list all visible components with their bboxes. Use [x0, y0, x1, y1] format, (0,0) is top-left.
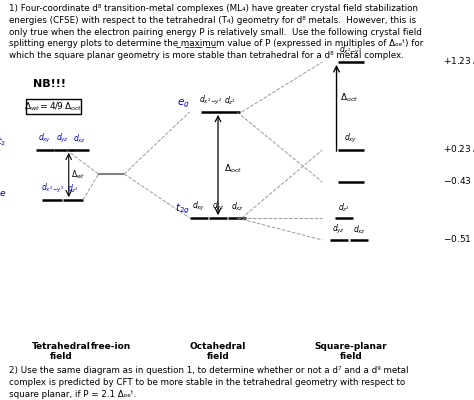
Text: $d_{xz}$: $d_{xz}$	[73, 133, 86, 145]
Text: $\Delta_{wt}=4/9\,\Delta_{oct}$: $\Delta_{wt}=4/9\,\Delta_{oct}$	[24, 100, 82, 113]
Text: $t_2$: $t_2$	[0, 136, 6, 148]
Text: $e_g$: $e_g$	[177, 98, 190, 110]
Text: $d_{xz}$: $d_{xz}$	[230, 201, 244, 213]
Text: $d_{xy}$: $d_{xy}$	[344, 132, 357, 145]
Text: $\Delta_{oct}$: $\Delta_{oct}$	[224, 163, 242, 175]
Text: NB!!!: NB!!!	[33, 79, 66, 89]
Text: $d_{x^2\!-\!y^2}$: $d_{x^2\!-\!y^2}$	[339, 44, 362, 57]
Text: $d_{x^2\!-\!y^2}$: $d_{x^2\!-\!y^2}$	[200, 94, 222, 107]
Text: $\Delta_{wt}$: $\Delta_{wt}$	[71, 169, 85, 181]
Text: $t_{2g}$: $t_{2g}$	[174, 202, 190, 216]
Text: $d_{yz}$: $d_{yz}$	[56, 132, 69, 145]
Text: −0.43 Δ$_{oct}$: −0.43 Δ$_{oct}$	[443, 176, 474, 188]
Text: $\Delta_{oct}$: $\Delta_{oct}$	[340, 92, 359, 104]
Text: +0.23 Δ$_{oct}$: +0.23 Δ$_{oct}$	[443, 144, 474, 156]
Text: $e$: $e$	[0, 189, 6, 198]
Text: 1) Four-coordinate d⁸ transition-metal complexes (ML₄) have greater crystal fiel: 1) Four-coordinate d⁸ transition-metal c…	[9, 4, 424, 60]
Text: Tetrahedral
field: Tetrahedral field	[32, 342, 91, 362]
Text: $d_{yz}$: $d_{yz}$	[332, 223, 346, 236]
Text: free-ion: free-ion	[91, 342, 131, 351]
Text: $d_{z^2}$: $d_{z^2}$	[67, 183, 79, 195]
Text: $d_{yz}$: $d_{yz}$	[211, 200, 225, 213]
Text: 2) Use the same diagram as in question 1, to determine whether or not a d⁷ and a: 2) Use the same diagram as in question 1…	[9, 366, 409, 398]
FancyBboxPatch shape	[26, 99, 81, 114]
Text: $d_{z^2}$: $d_{z^2}$	[337, 202, 350, 214]
Text: $d_{z^2}$: $d_{z^2}$	[224, 95, 236, 107]
Text: $d_{x^2\!-\!y^2}$: $d_{x^2\!-\!y^2}$	[41, 182, 64, 195]
Text: Square-planar
field: Square-planar field	[314, 342, 387, 362]
Text: +1.23 Δ$_{oct}$: +1.23 Δ$_{oct}$	[443, 56, 474, 68]
Text: $d_{xz}$: $d_{xz}$	[353, 224, 366, 236]
Text: Octahedral
field: Octahedral field	[190, 342, 246, 362]
Text: $d_{xy}$: $d_{xy}$	[38, 132, 52, 145]
Text: $d_{xy}$: $d_{xy}$	[192, 200, 206, 213]
Text: −0.51 Δ$_{oct}$: −0.51 Δ$_{oct}$	[443, 234, 474, 246]
